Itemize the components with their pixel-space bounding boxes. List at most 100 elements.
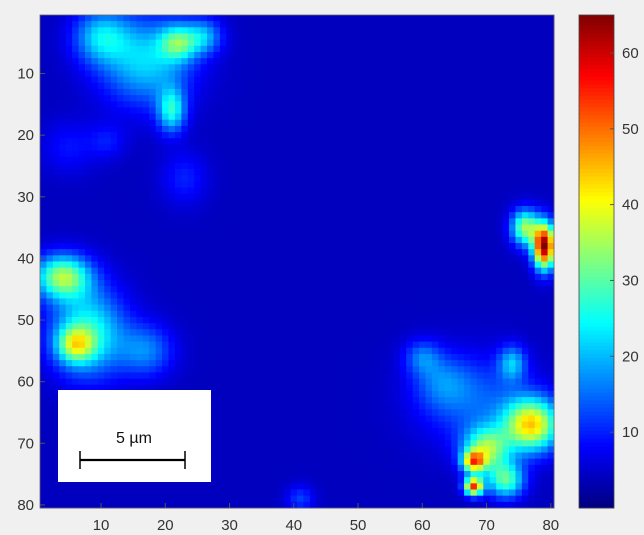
heatmap-cell bbox=[226, 292, 234, 299]
heatmap-cell bbox=[406, 323, 414, 330]
heatmap-cell bbox=[386, 70, 394, 78]
heatmap-cell bbox=[457, 243, 465, 250]
heatmap-cell bbox=[425, 212, 433, 219]
heatmap-cell bbox=[181, 70, 189, 78]
heatmap-cell bbox=[174, 21, 182, 28]
heatmap-cell bbox=[245, 132, 253, 139]
heatmap-cell bbox=[322, 193, 330, 201]
heatmap-cell bbox=[329, 113, 336, 121]
heatmap-cell bbox=[541, 329, 548, 336]
heatmap-cell bbox=[78, 21, 86, 28]
heatmap-cell bbox=[444, 329, 452, 336]
heatmap-cell bbox=[367, 107, 375, 114]
heatmap-cell bbox=[290, 310, 298, 318]
heatmap-cell bbox=[91, 199, 99, 207]
heatmap-cell bbox=[399, 187, 407, 195]
heatmap-cell bbox=[78, 15, 86, 22]
heatmap-cell bbox=[123, 230, 131, 238]
heatmap-cell bbox=[521, 181, 529, 188]
heatmap-cell bbox=[406, 181, 414, 188]
heatmap-cell bbox=[380, 372, 388, 379]
heatmap-cell bbox=[129, 347, 137, 355]
heatmap-cell bbox=[168, 138, 176, 145]
heatmap-cell bbox=[84, 70, 92, 78]
heatmap-cell bbox=[181, 132, 189, 139]
heatmap-cell bbox=[136, 193, 144, 201]
heatmap-cell bbox=[341, 187, 349, 195]
heatmap-cell bbox=[354, 304, 362, 312]
heatmap-cell bbox=[444, 187, 452, 195]
heatmap-cell bbox=[496, 304, 504, 312]
heatmap-cell bbox=[59, 27, 67, 34]
heatmap-cell bbox=[502, 51, 510, 59]
heatmap-cell bbox=[419, 236, 426, 244]
heatmap-cell bbox=[335, 273, 343, 281]
heatmap-cell bbox=[386, 144, 394, 151]
heatmap-cell bbox=[40, 169, 47, 176]
heatmap-cell bbox=[123, 70, 131, 78]
heatmap-cell bbox=[181, 341, 189, 349]
heatmap-cell bbox=[316, 64, 324, 71]
heatmap-cell bbox=[541, 175, 548, 182]
heatmap-cell bbox=[97, 384, 105, 392]
heatmap-cell bbox=[290, 88, 298, 96]
heatmap-cell bbox=[451, 113, 459, 121]
heatmap-cell bbox=[264, 95, 272, 102]
heatmap-cell bbox=[219, 101, 227, 108]
heatmap-cell bbox=[72, 15, 79, 22]
heatmap-cell bbox=[46, 107, 54, 114]
heatmap-cell bbox=[91, 341, 99, 349]
heatmap-cell bbox=[78, 372, 86, 379]
heatmap-cell bbox=[386, 267, 394, 275]
heatmap-cell bbox=[174, 95, 182, 102]
heatmap-cell bbox=[200, 193, 208, 201]
heatmap-cell bbox=[162, 230, 169, 238]
heatmap-cell bbox=[438, 267, 446, 275]
heatmap-cell bbox=[252, 347, 259, 355]
heatmap-cell bbox=[258, 15, 266, 22]
heatmap-cell bbox=[309, 162, 317, 170]
heatmap-cell bbox=[155, 64, 163, 71]
heatmap-cell bbox=[155, 27, 163, 34]
heatmap-cell bbox=[329, 206, 336, 213]
heatmap-cell bbox=[181, 316, 189, 324]
heatmap-cell bbox=[348, 175, 356, 182]
heatmap-cell bbox=[496, 199, 504, 207]
heatmap-cell bbox=[110, 261, 118, 269]
heatmap-cell bbox=[40, 236, 47, 244]
heatmap-cell bbox=[515, 372, 523, 379]
heatmap-cell bbox=[91, 353, 99, 361]
heatmap-cell bbox=[213, 181, 221, 188]
heatmap-cell bbox=[271, 360, 279, 367]
heatmap-cell bbox=[476, 132, 484, 139]
heatmap-cell bbox=[232, 45, 240, 53]
heatmap-cell bbox=[419, 193, 426, 201]
heatmap-cell bbox=[207, 360, 214, 367]
heatmap-cell bbox=[322, 125, 330, 133]
heatmap-cell bbox=[232, 224, 240, 232]
heatmap-cell bbox=[168, 292, 176, 299]
heatmap-cell bbox=[521, 45, 529, 53]
heatmap-cell bbox=[547, 273, 555, 281]
heatmap-cell bbox=[258, 298, 266, 306]
heatmap-cell bbox=[476, 353, 484, 361]
heatmap-cell bbox=[239, 150, 246, 158]
heatmap-cell bbox=[46, 138, 54, 145]
heatmap-cell bbox=[258, 144, 266, 151]
heatmap-cell bbox=[470, 347, 478, 355]
heatmap-cell bbox=[271, 372, 279, 379]
heatmap-cell bbox=[399, 378, 407, 386]
heatmap-cell bbox=[509, 187, 516, 195]
heatmap-cell bbox=[541, 335, 548, 343]
heatmap-cell bbox=[431, 132, 439, 139]
heatmap-cell bbox=[219, 206, 227, 213]
heatmap-cell bbox=[341, 144, 349, 151]
heatmap-cell bbox=[117, 162, 124, 170]
heatmap-cell bbox=[470, 27, 478, 34]
heatmap-cell bbox=[386, 206, 394, 213]
heatmap-cell bbox=[464, 341, 471, 349]
heatmap-cell bbox=[322, 347, 330, 355]
heatmap-cell bbox=[361, 360, 369, 367]
heatmap-cell bbox=[168, 181, 176, 188]
heatmap-cell bbox=[142, 310, 150, 318]
